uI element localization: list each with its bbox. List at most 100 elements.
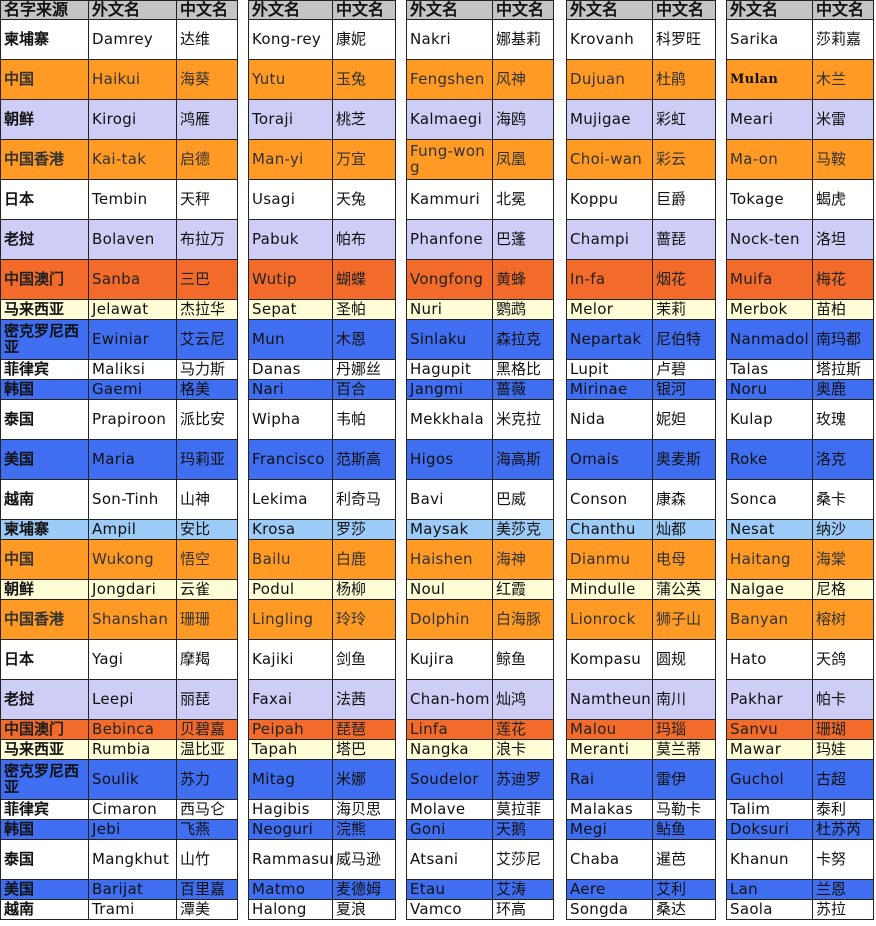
chinese-name-cell: 潭美 (176, 900, 238, 920)
table-row: 泰国 Mangkhut 山竹 Rammasun 威马逊 Atsani 艾莎尼 Chaba 暹芭 K… (0, 840, 876, 880)
foreign-name-cell: Jelawat (88, 300, 176, 320)
chinese-name-cell: 玉兔 (332, 60, 396, 100)
foreign-name-cell: Maysak (406, 520, 492, 540)
source-cell: 密克罗尼西亚 (0, 760, 88, 800)
foreign-name-cell: Nari (248, 380, 332, 400)
foreign-name-cell: Rammasun (248, 840, 332, 880)
foreign-name-cell: Rai (566, 760, 652, 800)
chinese-name-cell: 海贝思 (332, 800, 396, 820)
chinese-name-cell: 茉莉 (652, 300, 716, 320)
chinese-name-cell: 浪卡 (492, 740, 554, 760)
foreign-name-cell: Mitag (248, 760, 332, 800)
foreign-name-cell: Haitang (726, 540, 812, 580)
source-cell: 中国 (0, 540, 88, 580)
foreign-name-cell: Namtheun (566, 680, 652, 720)
chinese-name-cell: 苏迪罗 (492, 760, 554, 800)
chinese-name-cell: 雷伊 (652, 760, 716, 800)
foreign-name-cell: Nakri (406, 20, 492, 60)
table-row: 韩国 Gaemi 格美 Nari 百合 Jangmi 蔷薇 Mirinae 银河 Noru 奥鹿 (0, 380, 876, 400)
header-foreign-name: 外文名 (566, 0, 652, 20)
foreign-name-cell: Songda (566, 900, 652, 920)
foreign-name-cell: Tapah (248, 740, 332, 760)
chinese-name-cell: 卡努 (812, 840, 874, 880)
chinese-name-cell: 天兔 (332, 180, 396, 220)
chinese-name-cell: 鲸鱼 (492, 640, 554, 680)
header-chinese-name: 中文名 (812, 0, 874, 20)
foreign-name-cell: Atsani (406, 840, 492, 880)
chinese-name-cell: 康森 (652, 480, 716, 520)
source-cell: 韩国 (0, 380, 88, 400)
foreign-name-cell: Talas (726, 360, 812, 380)
chinese-name-cell: 暹芭 (652, 840, 716, 880)
chinese-name-cell: 木兰 (812, 60, 874, 100)
chinese-name-cell: 巨爵 (652, 180, 716, 220)
chinese-name-cell: 南川 (652, 680, 716, 720)
foreign-name-cell: Bolaven (88, 220, 176, 260)
chinese-name-cell: 米克拉 (492, 400, 554, 440)
chinese-name-cell: 莲花 (492, 720, 554, 740)
foreign-name-cell: Mangkhut (88, 840, 176, 880)
foreign-name-cell: Lingling (248, 600, 332, 640)
header-foreign-name: 外文名 (248, 0, 332, 20)
table-row: 日本 Yagi 摩羯 Kajiki 剑鱼 Kujira 鲸鱼 Kompasu 圆规 Hato 天鸽 (0, 640, 876, 680)
chinese-name-cell: 彩云 (652, 140, 716, 180)
chinese-name-cell: 卢碧 (652, 360, 716, 380)
foreign-name-cell: Ampil (88, 520, 176, 540)
table-row: 美国 Barijat 百里嘉 Matmo 麦德姆 Etau 艾涛 Aere 艾利 Lan 兰恩 (0, 880, 876, 900)
chinese-name-cell: 珊珊 (176, 600, 238, 640)
foreign-name-cell: Malou (566, 720, 652, 740)
foreign-name-cell: Yagi (88, 640, 176, 680)
foreign-name-cell: Rumbia (88, 740, 176, 760)
chinese-name-cell: 环高 (492, 900, 554, 920)
table-row: 马来西亚 Jelawat 杰拉华 Sepat 圣帕 Nuri 鹦鹉 Melor 茉莉 Merbok… (0, 300, 876, 320)
chinese-name-cell: 法茜 (332, 680, 396, 720)
foreign-name-cell: Chanthu (566, 520, 652, 540)
chinese-name-cell: 木恩 (332, 320, 396, 360)
foreign-name-cell: Mekkhala (406, 400, 492, 440)
chinese-name-cell: 玛瑙 (652, 720, 716, 740)
foreign-name-cell: Phanfone (406, 220, 492, 260)
source-cell: 越南 (0, 480, 88, 520)
chinese-name-cell: 银河 (652, 380, 716, 400)
table-row: 老挝 Bolaven 布拉万 Pabuk 帕布 Phanfone 巴蓬 Champi 蔷琵 Noc… (0, 220, 876, 260)
foreign-name-cell: Podul (248, 580, 332, 600)
chinese-name-cell: 榕树 (812, 600, 874, 640)
chinese-name-cell: 鲇鱼 (652, 820, 716, 840)
foreign-name-cell: Vamco (406, 900, 492, 920)
chinese-name-cell: 马鞍 (812, 140, 874, 180)
chinese-name-cell: 剑鱼 (332, 640, 396, 680)
foreign-name-cell: Maria (88, 440, 176, 480)
chinese-name-cell: 美莎克 (492, 520, 554, 540)
chinese-name-cell: 海葵 (176, 60, 238, 100)
foreign-name-cell: Chan-hom (406, 680, 492, 720)
foreign-name-cell: Kalmaegi (406, 100, 492, 140)
header-foreign-name: 外文名 (406, 0, 492, 20)
chinese-name-cell: 红霞 (492, 580, 554, 600)
source-cell: 柬埔寨 (0, 520, 88, 540)
chinese-name-cell: 圆规 (652, 640, 716, 680)
foreign-name-cell: Kujira (406, 640, 492, 680)
source-cell: 密克罗尼西亚 (0, 320, 88, 360)
chinese-name-cell: 派比安 (176, 400, 238, 440)
header-source: 名字来源 (0, 0, 88, 20)
table-row: 中国香港 Kai-tak 启德 Man-yi 万宜 Fung-wong 凤凰 Choi-wan… (0, 140, 876, 180)
foreign-name-cell: Dianmu (566, 540, 652, 580)
chinese-name-cell: 海神 (492, 540, 554, 580)
table-row: 日本 Tembin 天秤 Usagi 天兔 Kammuri 北冕 Koppu 巨爵 Tokage 蝎… (0, 180, 876, 220)
foreign-name-cell: Sanvu (726, 720, 812, 740)
foreign-name-cell: Cimaron (88, 800, 176, 820)
foreign-name-cell: Leepi (88, 680, 176, 720)
chinese-name-cell: 浣熊 (332, 820, 396, 840)
foreign-name-cell: Ewiniar (88, 320, 176, 360)
foreign-name-cell: Kong-rey (248, 20, 332, 60)
chinese-name-cell: 科罗旺 (652, 20, 716, 60)
chinese-name-cell: 黑格比 (492, 360, 554, 380)
source-cell: 中国澳门 (0, 720, 88, 740)
foreign-name-cell: Mindulle (566, 580, 652, 600)
foreign-name-cell: Bavi (406, 480, 492, 520)
chinese-name-cell: 丽琵 (176, 680, 238, 720)
chinese-name-cell: 莫拉菲 (492, 800, 554, 820)
chinese-name-cell: 海棠 (812, 540, 874, 580)
foreign-name-cell: Hato (726, 640, 812, 680)
